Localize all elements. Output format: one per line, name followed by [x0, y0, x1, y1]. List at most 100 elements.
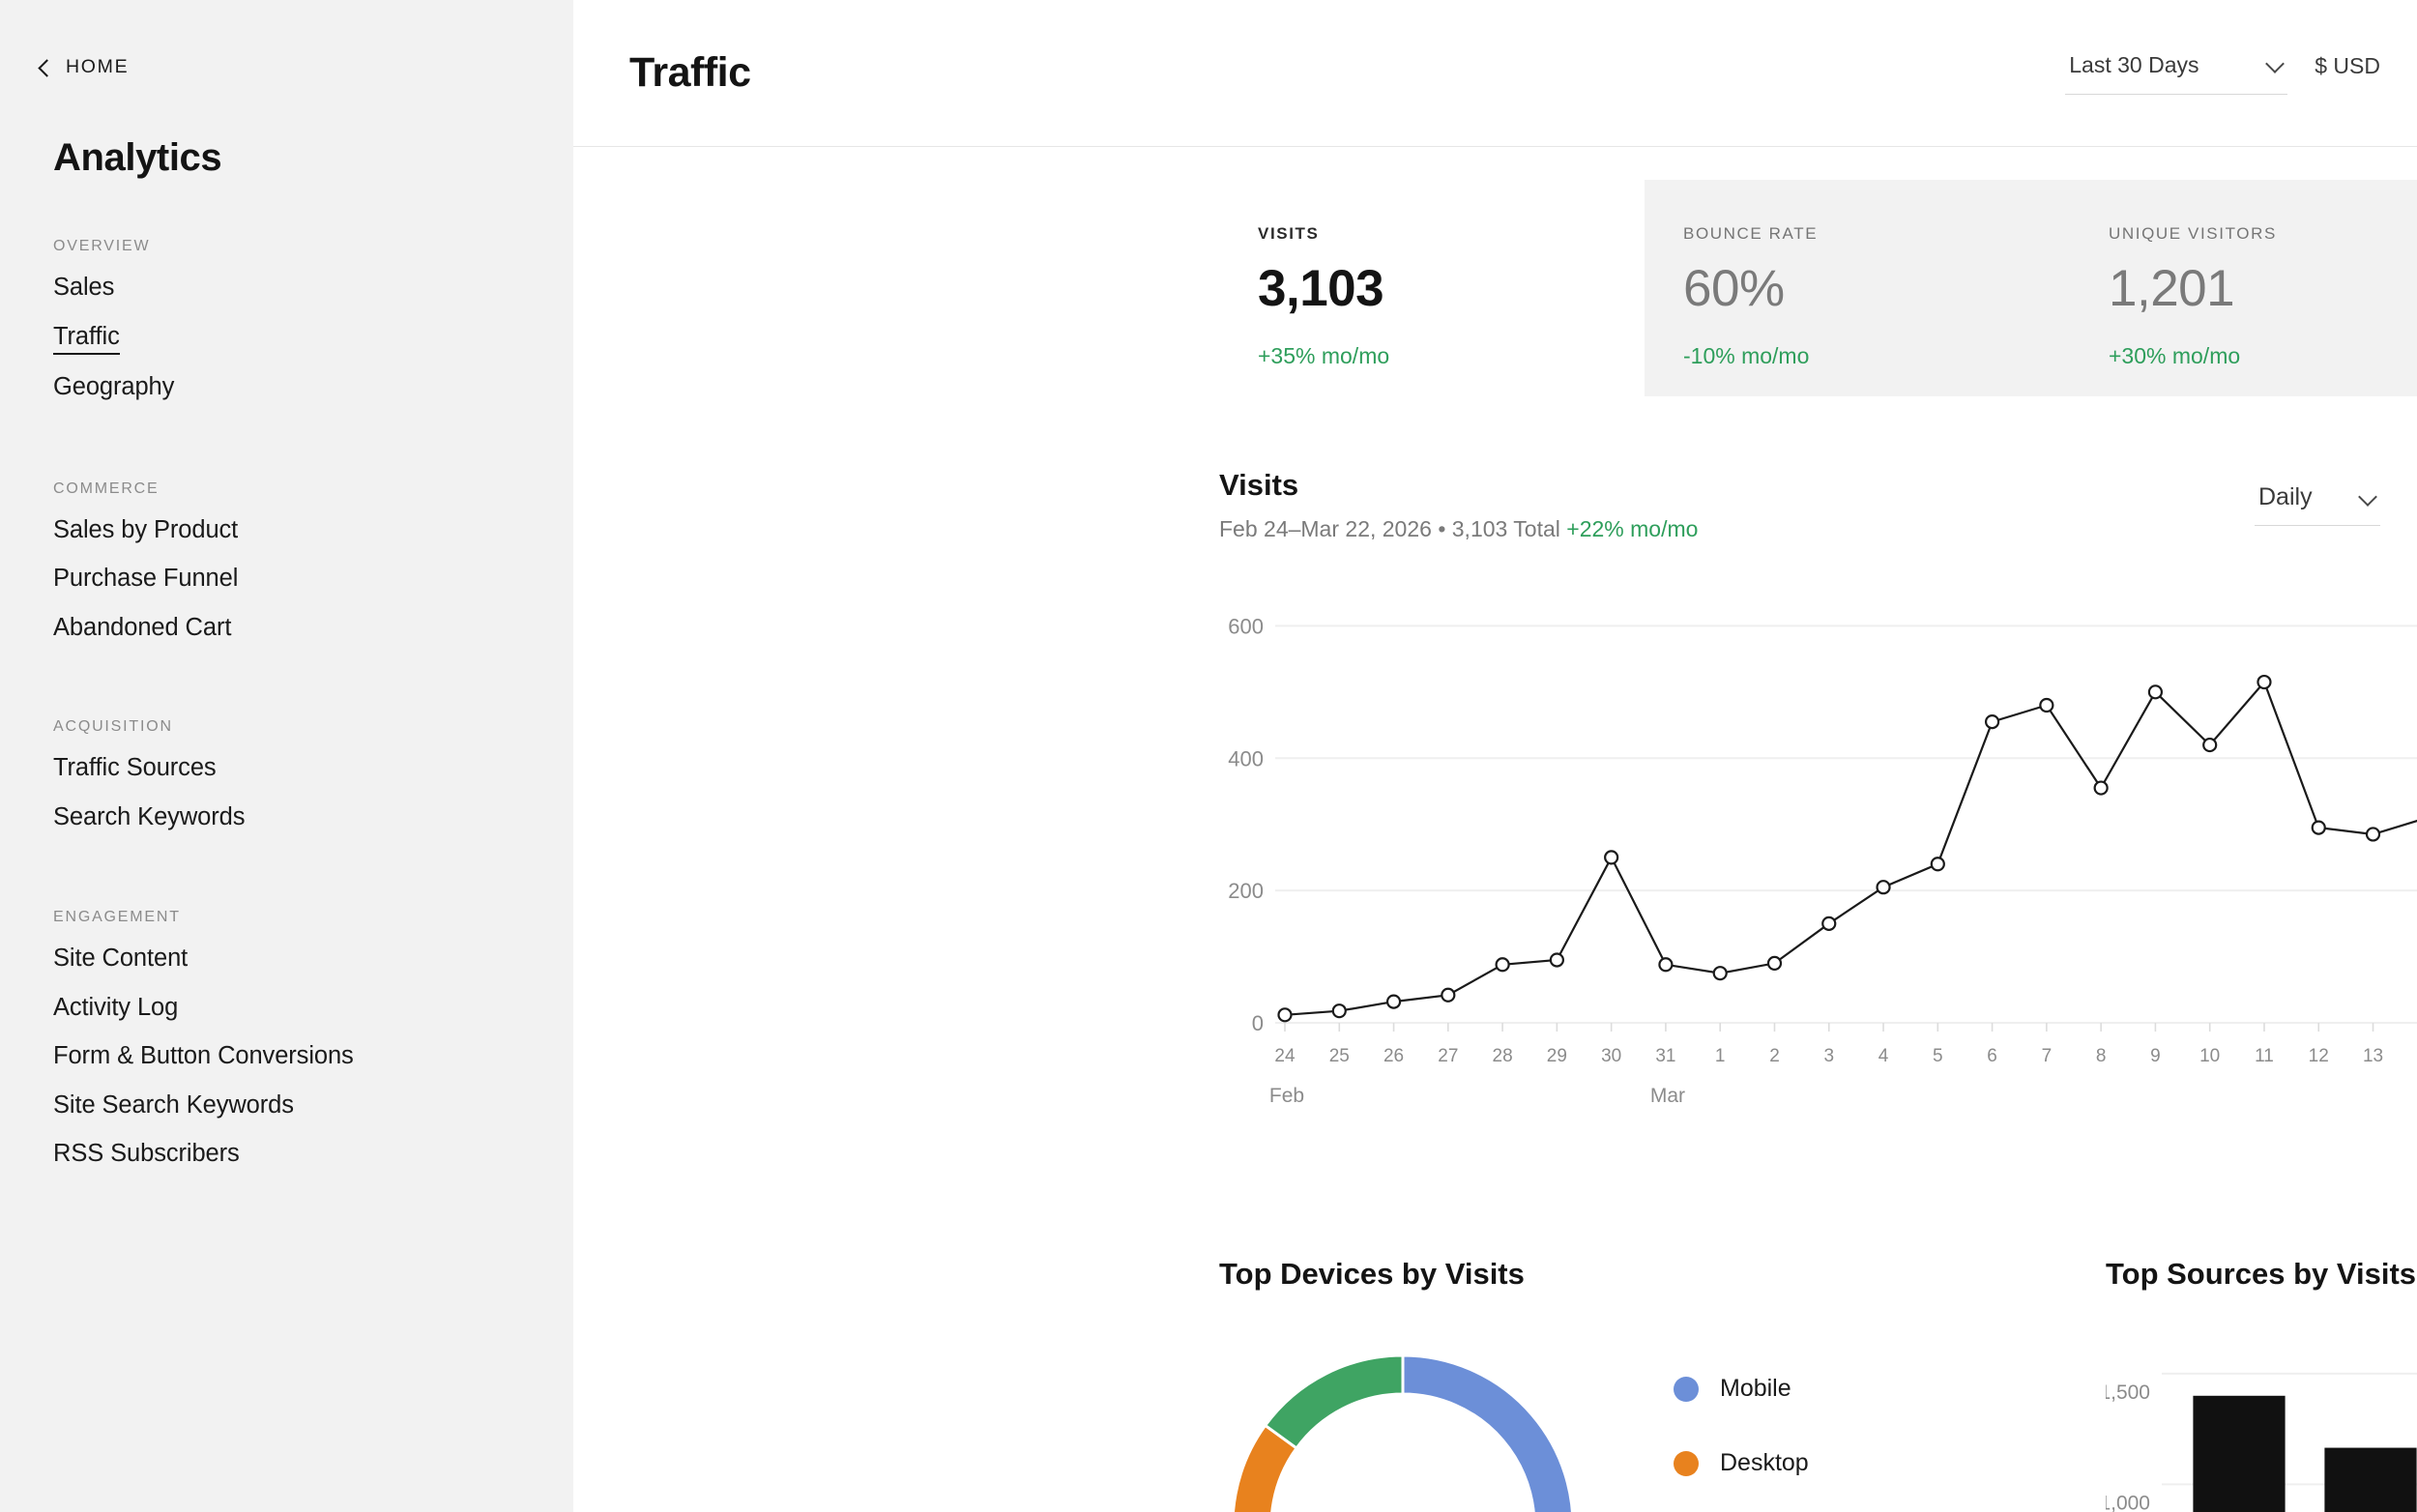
svg-text:200: 200 — [1228, 879, 1264, 903]
svg-text:2: 2 — [1769, 1046, 1780, 1066]
kpi-delta-visits: +35% mo/mo — [1258, 343, 1390, 368]
nav-group-title-acquisition: ACQUISITION — [53, 718, 173, 735]
svg-text:29: 29 — [1547, 1046, 1567, 1066]
kpi-label-bounce-rate: BOUNCE RATE — [1683, 224, 1819, 243]
svg-text:0: 0 — [1252, 1011, 1264, 1035]
legend-label-desktop: Desktop — [1720, 1449, 1809, 1476]
visits-line-chart-svg[interactable]: 0020020040040060060024252627282930311234… — [1219, 588, 2417, 1149]
sidebar-item-sales[interactable]: Sales — [53, 274, 115, 301]
legend-label-mobile: Mobile — [1720, 1375, 1791, 1402]
kpi-delta-bounce-rate: -10% mo/mo — [1683, 343, 1810, 368]
svg-text:7: 7 — [2042, 1046, 2053, 1066]
top-devices-panel: Top Devices by Visits 3,103 Mobile Deskt… — [1219, 1257, 2089, 1512]
granularity-select[interactable]: Daily — [2255, 483, 2380, 526]
legend-dot-mobile — [1674, 1376, 1699, 1402]
home-link-label: HOME — [66, 56, 130, 77]
home-back-link[interactable]: HOME — [0, 0, 573, 78]
sources-bars-area: 1,0001,0001,5001,500 — [2099, 1338, 2417, 1512]
kpi-label-visits: VISITS — [1258, 224, 1320, 243]
kpi-card-visits[interactable]: VISITS 3,103 +35% mo/mo — [1219, 180, 1645, 393]
svg-text:6: 6 — [1987, 1046, 1997, 1066]
devices-donut-area: 3,103 Mobile Desktop Tablet — [1219, 1342, 2089, 1512]
devices-legend: Mobile Desktop Tablet — [1674, 1375, 1809, 1512]
devices-donut-svg[interactable] — [1219, 1342, 1587, 1512]
legend-item-mobile[interactable]: Mobile — [1674, 1375, 1809, 1403]
visits-line-chart: VISITS 002002004004006006002425262728293… — [1219, 588, 2417, 1168]
svg-text:28: 28 — [1493, 1046, 1513, 1066]
svg-text:8: 8 — [2096, 1046, 2107, 1066]
svg-text:1: 1 — [1715, 1046, 1726, 1066]
visits-chart-subtitle: Feb 24–Mar 22, 2026 • 3,103 Total +22% m… — [1219, 516, 1698, 542]
kpi-value-unique-visitors: 1,201 — [2109, 260, 2235, 317]
svg-text:26: 26 — [1383, 1046, 1404, 1066]
top-sources-bar-chart-svg[interactable]: 1,0001,0001,5001,500 — [2099, 1338, 2417, 1512]
currency-label: $ USD — [2315, 52, 2380, 78]
sidebar-item-geography[interactable]: Geography — [53, 373, 175, 400]
nav-group-title-overview: OVERVIEW — [53, 238, 151, 254]
sidebar-item-rss-subscribers[interactable]: RSS Subscribers — [53, 1140, 240, 1167]
sidebar-item-traffic[interactable]: Traffic — [53, 324, 120, 355]
sidebar: HOME Analytics OVERVIEW Sales Traffic Ge… — [0, 0, 573, 1512]
svg-text:3: 3 — [1823, 1046, 1834, 1066]
kpi-delta-unique-visitors: +30% mo/mo — [2109, 343, 2241, 368]
svg-text:24: 24 — [1274, 1046, 1296, 1066]
header-controls: Last 30 Days $ USD — [2065, 52, 2380, 95]
kpi-row: VISITS 3,103 +35% mo/mo BOUNCE RATE 60% … — [1219, 180, 2417, 396]
page-header: Traffic Last 30 Days $ USD — [573, 0, 2417, 147]
chevron-left-icon — [37, 60, 52, 75]
devices-donut[interactable]: 3,103 — [1219, 1342, 1587, 1512]
sidebar-item-purchase-funnel[interactable]: Purchase Funnel — [53, 565, 239, 592]
kpi-value-bounce-rate: 60% — [1683, 260, 1785, 317]
svg-text:9: 9 — [2150, 1046, 2161, 1066]
nav-group-engagement: ENGAGEMENT Site Content Activity Log For… — [0, 909, 573, 1191]
kpi-card-bounce-rate[interactable]: BOUNCE RATE 60% -10% mo/mo — [1645, 180, 2070, 393]
svg-text:Mar: Mar — [1650, 1085, 1685, 1107]
page-title: Traffic — [629, 49, 751, 96]
nav-group-title-engagement: ENGAGEMENT — [53, 909, 181, 925]
nav-group-acquisition: ACQUISITION Traffic Sources Search Keywo… — [0, 718, 573, 854]
sidebar-item-form-button-conversions[interactable]: Form & Button Conversions — [53, 1042, 354, 1069]
chevron-down-icon — [2359, 489, 2376, 507]
kpi-value-visits: 3,103 — [1258, 260, 1384, 317]
svg-text:31: 31 — [1655, 1046, 1675, 1066]
legend-dot-desktop — [1674, 1450, 1699, 1476]
date-range-label: Last 30 Days — [2069, 51, 2199, 77]
top-sources-panel: Top Sources by Visits 1,0001,0001,5001,5… — [2099, 1257, 2417, 1512]
svg-text:5: 5 — [1933, 1046, 1943, 1066]
sidebar-item-traffic-sources[interactable]: Traffic Sources — [53, 754, 217, 781]
top-devices-title: Top Devices by Visits — [1219, 1257, 1525, 1291]
svg-text:12: 12 — [2309, 1046, 2329, 1066]
svg-text:13: 13 — [2363, 1046, 2383, 1066]
sidebar-brand-title: Analytics — [53, 136, 222, 179]
chevron-down-icon — [2266, 56, 2284, 73]
main-content: Traffic Last 30 Days $ USD VISITS 3,103 … — [573, 0, 2417, 1512]
nav-group-commerce: COMMERCE Sales by Product Purchase Funne… — [0, 480, 573, 665]
nav-group-title-commerce: COMMERCE — [53, 480, 160, 497]
kpi-panel-background — [1645, 180, 2417, 396]
sidebar-item-abandoned-cart[interactable]: Abandoned Cart — [53, 613, 232, 641]
svg-text:10: 10 — [2199, 1046, 2220, 1066]
svg-text:27: 27 — [1438, 1046, 1458, 1066]
top-sources-title: Top Sources by Visits — [2106, 1257, 2417, 1291]
kpi-label-unique-visitors: UNIQUE VISITORS — [2109, 224, 2277, 243]
svg-text:Feb: Feb — [1269, 1085, 1304, 1107]
sidebar-item-site-content[interactable]: Site Content — [53, 945, 189, 972]
svg-text:600: 600 — [1228, 614, 1264, 638]
kpi-card-list: VISITS 3,103 +35% mo/mo BOUNCE RATE 60% … — [1219, 180, 2417, 393]
svg-text:400: 400 — [1228, 746, 1264, 771]
date-range-select[interactable]: Last 30 Days — [2065, 51, 2288, 95]
svg-text:30: 30 — [1601, 1046, 1621, 1066]
nav-group-overview: OVERVIEW Sales Traffic Geography — [0, 238, 573, 424]
kpi-card-unique-visitors[interactable]: UNIQUE VISITORS 1,201 +30% mo/mo — [2070, 180, 2417, 393]
sidebar-item-sales-by-product[interactable]: Sales by Product — [53, 515, 239, 543]
granularity-label: Daily — [2258, 483, 2313, 510]
sidebar-item-activity-log[interactable]: Activity Log — [53, 993, 179, 1021]
svg-text:11: 11 — [2255, 1046, 2274, 1066]
visits-chart-header: Visits Feb 24–Mar 22, 2026 • 3,103 Total… — [1219, 468, 1698, 542]
svg-text:1,000: 1,000 — [2106, 1492, 2150, 1512]
sidebar-item-site-search-keywords[interactable]: Site Search Keywords — [53, 1090, 294, 1119]
visits-chart-title: Visits — [1219, 468, 1299, 502]
legend-item-desktop[interactable]: Desktop — [1674, 1449, 1809, 1477]
sidebar-item-search-keywords[interactable]: Search Keywords — [53, 802, 246, 830]
